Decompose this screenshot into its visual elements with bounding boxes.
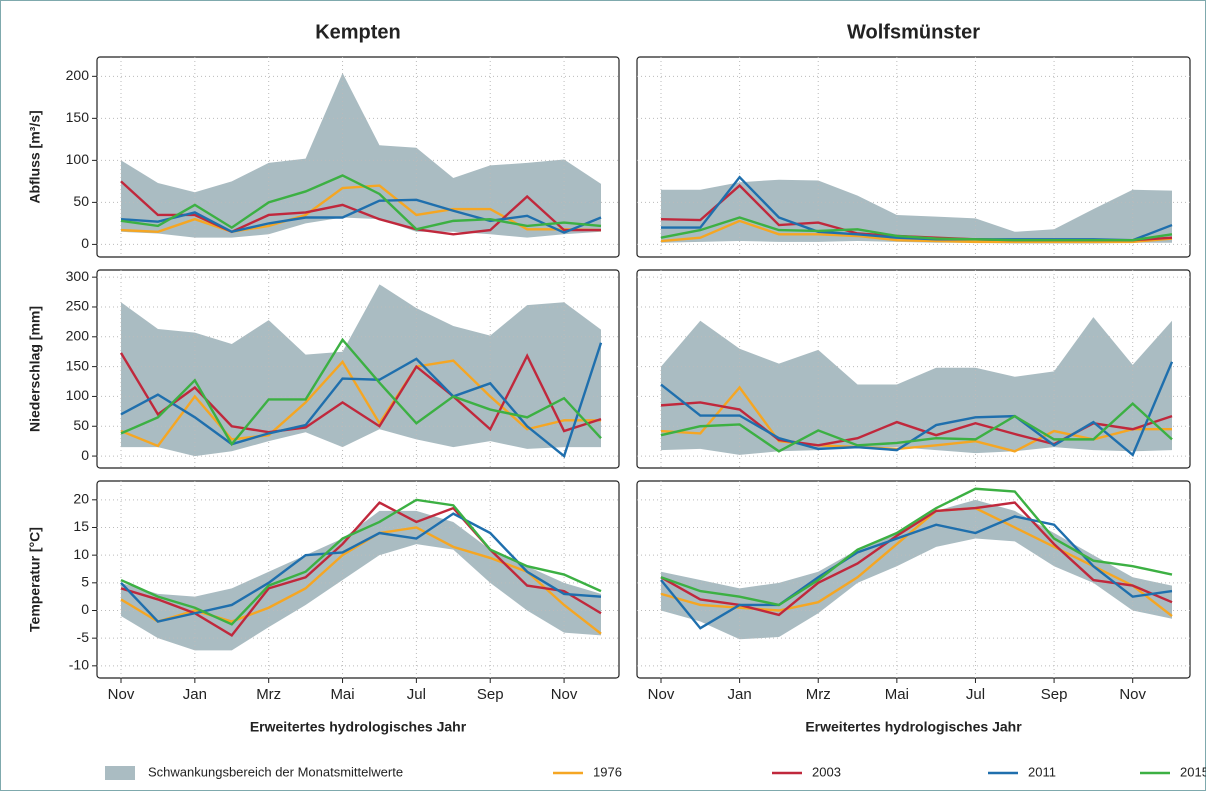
series-line xyxy=(660,361,1174,457)
x-tick-label: Nov xyxy=(551,686,578,703)
y-tick-label: 50 xyxy=(73,193,89,209)
y-tick-label: 0 xyxy=(81,235,89,251)
y-tick-label: 10 xyxy=(73,546,89,562)
y-tick-label: -5 xyxy=(77,629,90,645)
legend-label: 2003 xyxy=(812,764,841,779)
series-line xyxy=(660,515,1173,630)
y-tick-label: 50 xyxy=(73,417,89,433)
series-line xyxy=(119,352,602,434)
series-line xyxy=(120,498,602,626)
y-tick-label: 300 xyxy=(66,268,90,284)
x-axis-label: Erweitertes hydrologisches Jahr xyxy=(250,719,467,735)
y-tick-label: 0 xyxy=(81,601,89,617)
series-line xyxy=(120,337,602,447)
x-tick-label: Nov xyxy=(648,686,675,703)
series-line xyxy=(120,501,602,637)
x-tick-label: Jan xyxy=(183,686,207,703)
y-tick-label: 100 xyxy=(66,151,90,167)
series-line xyxy=(660,506,1173,617)
panel-title: Wolfsmünster xyxy=(847,21,980,43)
series-line xyxy=(120,174,602,231)
y-axis-label: Abfluss [m³/s] xyxy=(27,110,43,203)
x-tick-label: Mrz xyxy=(256,686,281,703)
y-tick-label: -10 xyxy=(69,657,89,673)
y-axis-label: Niederschlag [mm] xyxy=(27,306,43,432)
y-tick-label: 5 xyxy=(81,574,89,590)
series-line xyxy=(120,359,601,448)
range-band xyxy=(661,179,1172,244)
legend-label: 1976 xyxy=(593,764,622,779)
range-band xyxy=(661,317,1172,455)
y-tick-label: 100 xyxy=(66,387,90,403)
legend-label: 2015 xyxy=(1180,764,1206,779)
x-tick-label: Mai xyxy=(330,686,354,703)
x-tick-label: Sep xyxy=(1041,686,1068,703)
series-line xyxy=(120,198,602,234)
x-tick-label: Jan xyxy=(728,686,752,703)
legend-swatch xyxy=(105,766,135,780)
x-tick-label: Nov xyxy=(1119,686,1146,703)
y-tick-label: 150 xyxy=(66,357,90,373)
x-tick-label: Mrz xyxy=(806,686,831,703)
x-tick-label: Jul xyxy=(966,686,985,703)
series-line xyxy=(660,501,1173,617)
x-tick-label: Jul xyxy=(407,686,426,703)
series-line xyxy=(660,401,1173,453)
series-line xyxy=(660,216,1173,242)
x-tick-label: Sep xyxy=(477,686,504,703)
y-tick-label: 250 xyxy=(66,298,90,314)
y-tick-label: 150 xyxy=(66,109,90,125)
y-tick-label: 200 xyxy=(66,327,90,343)
y-axis-label: Temperatur [°C] xyxy=(27,527,43,632)
x-tick-label: Nov xyxy=(108,686,135,703)
x-tick-label: Mai xyxy=(885,686,909,703)
series-line xyxy=(120,342,603,459)
y-tick-label: 200 xyxy=(66,67,90,83)
series-line xyxy=(120,180,601,236)
series-line xyxy=(120,512,602,623)
series-line xyxy=(660,385,1172,453)
series-line xyxy=(660,219,1173,244)
legend-label: 2011 xyxy=(1028,764,1056,779)
series-line xyxy=(660,487,1173,607)
x-axis-label: Erweitertes hydrologisches Jahr xyxy=(805,719,1022,735)
y-tick-label: 20 xyxy=(73,491,89,507)
panel-title: Kempten xyxy=(315,21,401,43)
range-band xyxy=(121,72,601,238)
legend-label: Schwankungsbereich der Monatsmittelwerte xyxy=(148,764,403,779)
y-tick-label: 0 xyxy=(81,447,89,463)
y-tick-label: 15 xyxy=(73,518,89,534)
range-band xyxy=(121,284,601,457)
